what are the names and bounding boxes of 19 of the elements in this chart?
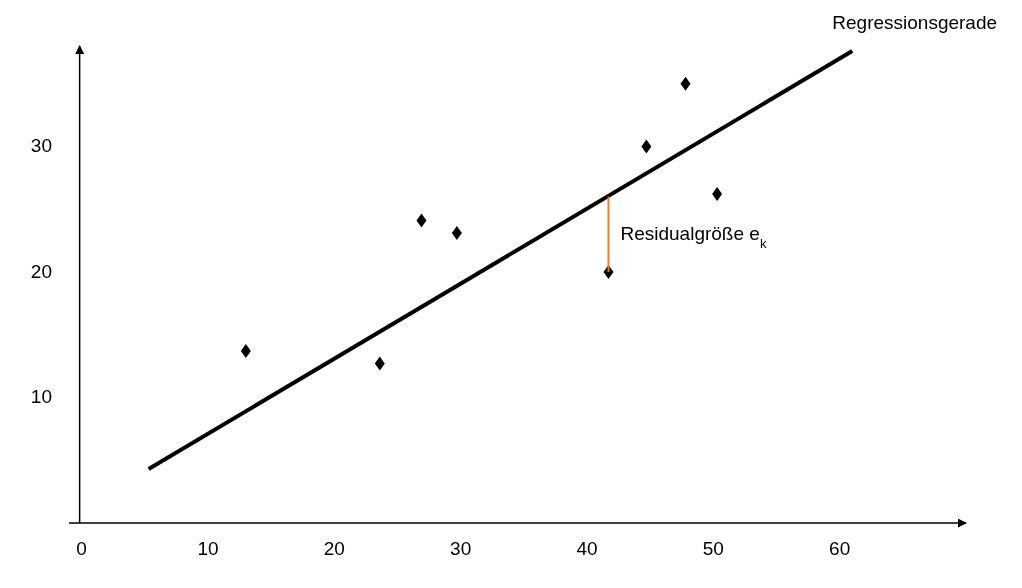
point [416, 213, 427, 228]
x-tick-label: 20 [323, 538, 345, 559]
y-tick-label: 20 [30, 260, 52, 282]
point [451, 226, 462, 241]
x-tick-label: 10 [197, 538, 219, 559]
point [712, 187, 723, 202]
x-tick-label: 60 [829, 538, 851, 559]
point [374, 356, 385, 371]
y-tick-label: 30 [30, 135, 52, 157]
x-tick-label: 40 [576, 538, 598, 559]
x-tick-label: 0 [76, 538, 87, 559]
y-tick-label: 10 [30, 386, 52, 408]
point [240, 344, 251, 359]
series-label: Regressionsgerade [832, 12, 998, 34]
x-tick-label: 30 [450, 538, 472, 559]
x-tick-label: 50 [702, 538, 724, 559]
point [641, 139, 652, 154]
point [680, 76, 691, 91]
annotation: Residualgröße e$_{k}$ [620, 223, 767, 251]
